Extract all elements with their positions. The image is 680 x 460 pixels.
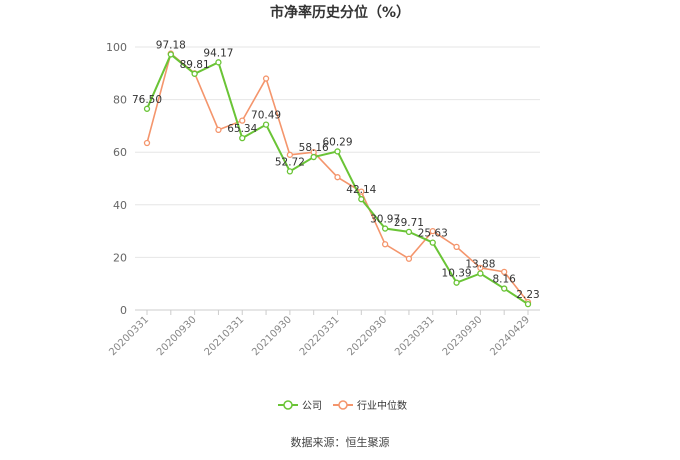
y-tick-label: 100 (106, 41, 127, 54)
legend-industry-median[interactable]: 行业中位数 (333, 399, 407, 412)
line-chart: 0 20 40 60 80 100 20200331 20200930 20210331 2021… (106, 39, 540, 412)
company-point (524, 300, 532, 308)
industry-median-point (262, 75, 270, 82)
data-label: 8.16 (492, 274, 516, 286)
chart-title: 市净率历史分位（%） (269, 5, 411, 21)
company-point (477, 270, 484, 277)
company-point (239, 135, 246, 142)
company-point (501, 285, 508, 292)
industry-median-point (239, 117, 246, 124)
industry-median-point (143, 139, 151, 147)
x-tick-label: 20220930 (345, 314, 389, 358)
data-label: 70.49 (251, 110, 281, 122)
data-label: 60.29 (322, 136, 352, 148)
y-tick-label: 40 (113, 199, 127, 212)
industry-median-point (453, 243, 460, 251)
industry-median-point (405, 255, 413, 262)
data-label: 29.71 (394, 217, 424, 229)
data-label: 76.50 (132, 94, 162, 106)
legend: 公司 行业中位数 (278, 399, 407, 412)
series-lines (143, 50, 532, 308)
y-tick-label: 0 (120, 304, 127, 317)
x-tick-label: 20230331 (393, 314, 437, 358)
company-point (286, 168, 294, 175)
data-label: 94.17 (203, 47, 233, 59)
data-label: 2.23 (516, 289, 539, 301)
x-tick-label: 20200930 (155, 314, 199, 358)
company-point (215, 59, 222, 66)
industry-median-point (501, 268, 508, 276)
industry-median-point (334, 174, 341, 181)
data-label: 30.97 (370, 214, 400, 226)
data-label: 52.72 (275, 156, 305, 168)
industry-median-point (215, 126, 222, 133)
company-point (310, 153, 317, 161)
company-point (429, 239, 436, 246)
x-tick-label: 20210930 (250, 314, 294, 358)
company-point (381, 225, 389, 232)
legend-label: 公司 (302, 401, 322, 412)
company-point (358, 196, 365, 203)
x-tick-label: 20200331 (107, 314, 151, 358)
y-tick-label: 80 (113, 94, 127, 107)
data-label: 58.16 (299, 142, 329, 154)
industry-median-point (358, 188, 365, 195)
industry-median-point (429, 227, 436, 235)
axes: 0 20 40 60 80 100 20200331 20200930 20210331 2021… (106, 41, 540, 358)
legend-marker-icon (338, 400, 348, 410)
company-point (334, 148, 341, 155)
x-tick-label: 20220331 (298, 314, 342, 358)
data-source-note: 数据来源：恒生聚源 (290, 436, 390, 449)
x-tick-label: 20240429 (488, 314, 532, 358)
legend-label: 行业中位数 (357, 399, 407, 412)
x-tick-label: 20210331 (203, 314, 247, 358)
company-point (143, 105, 151, 112)
company-point (262, 121, 270, 128)
data-label: 13.88 (465, 258, 495, 270)
industry-median-point (286, 151, 294, 158)
company-point (453, 279, 460, 286)
data-label: 97.18 (156, 39, 186, 51)
legend-company[interactable]: 公司 (278, 400, 322, 412)
data-label: 25.63 (418, 228, 448, 240)
data-label: 10.39 (442, 268, 472, 280)
y-tick-label: 60 (113, 146, 127, 159)
legend-marker-icon (283, 400, 293, 410)
company-point (191, 70, 198, 77)
data-label: 65.34 (227, 123, 257, 135)
data-label: 42.14 (346, 184, 376, 196)
company-point (405, 228, 413, 236)
company-point (167, 51, 174, 58)
y-tick-label: 20 (113, 251, 127, 264)
industry-median-point (381, 241, 389, 248)
data-label: 89.81 (180, 59, 210, 71)
x-tick-label: 20230930 (441, 314, 485, 358)
